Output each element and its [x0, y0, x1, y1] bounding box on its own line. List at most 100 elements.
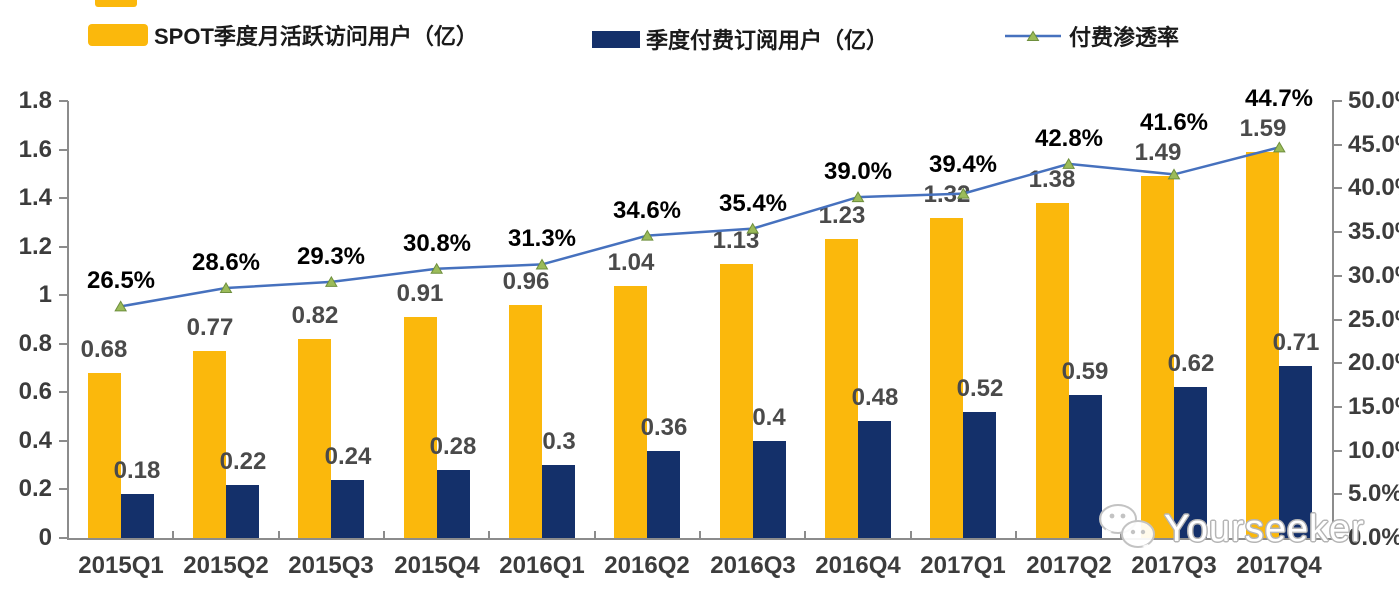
subs-value-label: 0.62	[1167, 350, 1215, 377]
x-axis-tick	[1015, 531, 1017, 538]
x-axis-tick	[1226, 531, 1228, 538]
mau-bar-2016Q3	[720, 264, 753, 538]
y-axis-label-right: 15.0%	[1348, 393, 1399, 420]
right-axis-tick	[1332, 100, 1342, 102]
left-axis-tick	[59, 246, 68, 248]
wechat-icon	[1099, 504, 1155, 551]
x-axis-tick	[488, 531, 490, 538]
x-axis-label: 2015Q1	[78, 552, 164, 579]
y-axis-label-right: 45.0%	[1348, 131, 1399, 158]
bottom-axis-line	[67, 538, 1333, 540]
watermark-text: Yourseeker	[1164, 507, 1365, 550]
x-axis-tick	[383, 531, 385, 538]
legend-item-penetration[interactable]: 付费渗透率	[1003, 20, 1179, 52]
subs-value-label: 0.52	[956, 375, 1004, 402]
subs-value-label: 0.22	[219, 448, 267, 475]
y-axis-label-left: 0.6	[18, 378, 52, 405]
subs-value-label: 0.71	[1272, 329, 1320, 356]
legend-label-subs: 季度付费订阅用户（亿）	[646, 28, 889, 53]
subs-bar-2017Q4	[1279, 366, 1312, 538]
y-axis-label-right: 30.0%	[1348, 262, 1399, 289]
subs-bar-2017Q2	[1069, 395, 1102, 538]
subs-bar-2016Q2	[647, 451, 680, 538]
legend-label-penetration: 付费渗透率	[1069, 25, 1180, 50]
right-axis-tick	[1332, 406, 1342, 408]
mau-value-label: 1.49	[1134, 139, 1182, 166]
y-axis-label-right: 35.0%	[1348, 218, 1399, 245]
x-axis-label: 2016Q2	[604, 552, 690, 579]
right-axis-tick	[1332, 537, 1342, 539]
subs-bar-2015Q1	[121, 494, 154, 538]
mau-value-label: 0.68	[80, 336, 128, 363]
y-axis-label-left: 0.4	[18, 427, 52, 454]
x-axis-label: 2015Q2	[183, 552, 269, 579]
mau-value-label: 1.38	[1028, 166, 1076, 193]
y-axis-label-right: 25.0%	[1348, 306, 1399, 333]
right-axis-tick	[1332, 187, 1342, 189]
left-axis-line	[67, 101, 69, 538]
subs-bar-2017Q3	[1174, 387, 1207, 538]
mau-value-label: 1.59	[1239, 115, 1287, 142]
penetration-line-sample-icon	[1005, 30, 1061, 41]
left-axis-tick	[59, 343, 68, 345]
left-axis-tick	[59, 488, 68, 490]
subs-value-label: 0.3	[542, 428, 576, 455]
left-axis-tick	[59, 294, 68, 296]
penetration-value-label: 31.3%	[507, 225, 577, 252]
subs-value-label: 0.24	[324, 443, 372, 470]
y-axis-label-left: 0.2	[18, 475, 52, 502]
subs-value-label: 0.4	[752, 404, 786, 431]
left-axis-tick	[59, 537, 68, 539]
penetration-value-label: 26.5%	[86, 267, 156, 294]
x-axis-tick	[172, 531, 174, 538]
x-axis-tick	[67, 531, 69, 538]
penetration-value-label: 39.4%	[928, 151, 998, 178]
y-axis-label-right: 0.0%	[1348, 524, 1399, 551]
mau-series-swatch	[88, 24, 148, 46]
subs-value-label: 0.36	[640, 414, 688, 441]
right-axis-tick	[1332, 319, 1342, 321]
y-axis-label-left: 1.6	[18, 136, 52, 163]
x-axis-label: 2017Q2	[1026, 552, 1112, 579]
penetration-value-label: 29.3%	[296, 243, 366, 270]
y-axis-label-right: 20.0%	[1348, 349, 1399, 376]
left-axis-tick	[59, 391, 68, 393]
subs-value-label: 0.59	[1061, 358, 1109, 385]
mau-bar-2016Q1	[509, 305, 542, 538]
mau-value-label: 0.77	[186, 314, 234, 341]
penetration-value-label: 39.0%	[823, 158, 893, 185]
x-axis-label: 2016Q1	[499, 552, 585, 579]
watermark: Yourseeker	[1096, 503, 1365, 555]
left-axis-tick	[59, 197, 68, 199]
x-axis-tick	[1120, 531, 1122, 538]
legend-item-subs[interactable]: 季度付费订阅用户（亿）	[592, 23, 888, 55]
mau-value-label: 1.13	[712, 227, 760, 254]
y-axis-label-left: 1.4	[18, 184, 52, 211]
right-axis-tick	[1332, 450, 1342, 452]
mau-bar-2015Q3	[298, 339, 331, 538]
subs-bar-2015Q3	[331, 480, 364, 538]
left-axis-tick	[59, 100, 68, 102]
x-axis-tick	[1331, 531, 1333, 538]
subs-bar-2016Q4	[858, 421, 891, 538]
x-axis-label: 2017Q1	[920, 552, 1006, 579]
y-axis-label-left: 0	[38, 524, 52, 551]
y-axis-label-left: 1.2	[18, 233, 52, 260]
penetration-value-label: 41.6%	[1139, 109, 1209, 136]
x-axis-tick	[594, 531, 596, 538]
legend-swatch-clipped-artifact	[95, 0, 137, 7]
left-axis-tick	[59, 149, 68, 151]
y-axis-label-left: 1.8	[18, 87, 52, 114]
y-axis-label-left: 0.8	[18, 330, 52, 357]
x-axis-tick	[699, 531, 701, 538]
right-axis-tick	[1332, 493, 1342, 495]
mau-value-label: 1.04	[607, 249, 655, 276]
y-axis-label-left: 1	[38, 281, 52, 308]
y-axis-label-right: 5.0%	[1348, 480, 1399, 507]
mau-value-label: 0.91	[396, 280, 444, 307]
subs-bar-2016Q1	[542, 465, 575, 538]
mau-bar-2015Q2	[193, 351, 226, 538]
legend-item-mau[interactable]: SPOT季度月活跃访问用户（亿）	[88, 19, 478, 51]
penetration-value-label: 34.6%	[612, 197, 682, 224]
